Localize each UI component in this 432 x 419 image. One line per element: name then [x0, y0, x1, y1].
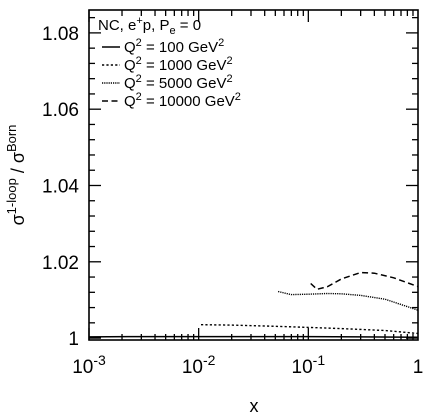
y-axis-label: σ1-loop / σBorn: [4, 125, 28, 226]
y-tick-label: 1.06: [42, 100, 79, 121]
x-tick-label: 10-1: [292, 352, 326, 378]
y-tick-label: 1.02: [42, 253, 79, 274]
x-tick-label: 10-2: [182, 352, 216, 378]
ticks: [88, 10, 418, 340]
legend-label-4: Q2 = 10000 GeV2: [124, 91, 241, 110]
series-group: [88, 271, 419, 339]
y-tick-label: 1.04: [42, 176, 79, 197]
legend-label-1: Q2 = 100 GeV2: [124, 37, 224, 56]
tick-labels: 10-3 10-2 10-1 1 1 1.02 1.04 1.06 1.08: [42, 24, 423, 378]
y-tick-label: 1.08: [42, 24, 79, 45]
legend-label-3: Q2 = 5000 GeV2: [124, 73, 233, 92]
plot-frame: [88, 9, 419, 341]
series-line-2: [200, 324, 419, 335]
series-line-3: [277, 290, 419, 311]
x-tick-label: 1: [413, 357, 424, 378]
legend-label-2: Q2 = 1000 GeV2: [124, 55, 233, 74]
legend-header: NC, e+p, Pe = 0: [98, 15, 201, 37]
y-tick-label: 1: [68, 329, 79, 350]
x-tick-label: 10-3: [72, 352, 106, 378]
x-axis-label: x: [250, 396, 259, 416]
series-line-4: [310, 271, 419, 291]
series-line-1: [88, 335, 419, 339]
